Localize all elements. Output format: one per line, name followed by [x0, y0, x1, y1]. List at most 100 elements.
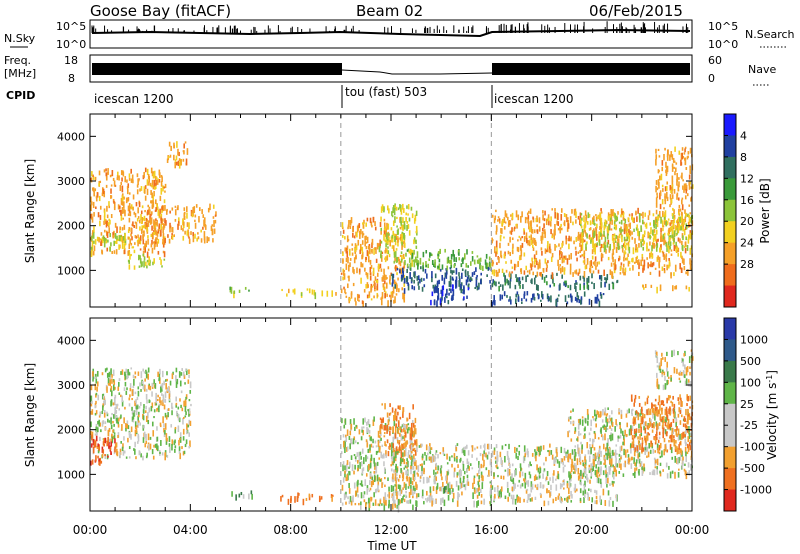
scatter-mark	[342, 461, 345, 466]
scatter-mark	[414, 458, 416, 463]
scatter-mark	[145, 222, 148, 228]
scatter-mark	[151, 239, 153, 245]
scatter-mark	[397, 405, 400, 410]
scatter-mark	[529, 208, 532, 215]
scatter-mark	[600, 499, 602, 506]
scatter-mark	[495, 230, 498, 235]
scatter-mark	[162, 394, 165, 399]
scatter-mark	[604, 464, 607, 468]
scatter-mark	[632, 265, 634, 271]
scatter-mark	[563, 255, 566, 259]
scatter-mark	[187, 229, 189, 235]
scatter-mark	[606, 226, 609, 232]
scatter-mark	[444, 297, 446, 303]
scatter-mark	[598, 261, 600, 265]
scatter-mark	[591, 444, 594, 449]
scatter-mark	[403, 296, 406, 303]
scatter-mark	[120, 440, 122, 444]
scatter-mark	[99, 220, 101, 227]
scatter-mark	[131, 406, 133, 411]
scatter-mark	[673, 166, 675, 169]
scatter-mark	[142, 455, 144, 461]
scatter-mark	[572, 272, 574, 277]
scatter-mark	[637, 228, 639, 233]
scatter-mark	[575, 236, 578, 242]
scatter-mark	[600, 208, 602, 212]
scatter-mark	[155, 237, 157, 242]
scatter-mark	[330, 494, 333, 499]
scatter-mark	[179, 437, 181, 440]
scatter-mark	[96, 381, 99, 387]
scatter-mark	[127, 229, 130, 233]
scatter-mark	[671, 213, 674, 217]
scatter-mark	[138, 411, 140, 416]
scatter-mark	[668, 260, 671, 266]
scatter-mark	[584, 480, 586, 487]
scatter-mark	[133, 378, 135, 386]
scatter-mark	[471, 454, 473, 458]
scatter-mark	[92, 174, 94, 178]
scatter-mark	[354, 490, 357, 497]
scatter-mark	[648, 210, 651, 216]
scatter-mark	[511, 473, 513, 480]
scatter-mark	[626, 242, 628, 246]
scatter-mark	[612, 239, 615, 244]
scatter-mark	[130, 204, 133, 210]
scatter-mark	[381, 444, 384, 448]
scatter-mark	[450, 254, 453, 260]
scatter-mark	[577, 467, 580, 475]
scatter-mark	[508, 443, 510, 450]
scatter-mark	[612, 248, 614, 254]
scatter-mark	[592, 416, 594, 419]
scatter-mark	[102, 405, 104, 411]
scatter-mark	[498, 218, 501, 221]
scatter-mark	[341, 222, 344, 228]
scatter-mark	[611, 281, 614, 284]
scatter-mark	[523, 270, 526, 275]
scatter-mark	[609, 425, 611, 429]
scatter-mark	[147, 209, 149, 216]
scatter-mark	[140, 453, 142, 458]
scatter-mark	[601, 419, 604, 423]
scatter-mark	[588, 234, 591, 239]
scatter-mark	[156, 426, 158, 431]
scatter-mark	[689, 258, 691, 265]
scatter-mark	[603, 245, 606, 253]
scatter-mark	[342, 477, 345, 483]
scatter-mark	[493, 450, 496, 455]
scatter-mark	[631, 231, 633, 235]
scatter-mark	[175, 155, 178, 161]
scatter-mark	[690, 267, 693, 271]
scatter-mark	[658, 256, 661, 263]
scatter-mark	[346, 460, 349, 465]
scatter-mark	[360, 456, 362, 460]
scatter-mark	[589, 220, 592, 226]
scatter-mark	[538, 475, 541, 479]
scatter-mark	[657, 214, 660, 217]
scatter-mark	[171, 439, 174, 446]
scatter-mark	[394, 477, 397, 482]
scatter-mark	[561, 266, 564, 273]
scatter-mark	[133, 265, 136, 270]
scatter-mark	[463, 446, 465, 451]
scatter-mark	[596, 223, 598, 229]
scatter-mark	[528, 269, 531, 275]
scatter-mark	[191, 211, 193, 216]
scatter-mark	[374, 276, 377, 281]
scatter-mark	[489, 262, 492, 269]
scatter-mark	[380, 206, 383, 213]
scatter-mark	[593, 447, 596, 451]
scatter-mark	[529, 474, 532, 479]
scatter-mark	[297, 492, 299, 499]
scatter-mark	[685, 183, 687, 189]
scatter-mark	[179, 452, 182, 460]
scatter-mark	[166, 371, 168, 376]
scatter-mark	[153, 179, 156, 187]
scatter-mark	[136, 396, 139, 401]
scatter-mark	[630, 448, 632, 454]
scatter-mark	[641, 257, 644, 262]
scatter-mark	[152, 194, 154, 201]
scatter-mark	[115, 249, 118, 255]
scatter-mark	[661, 160, 664, 166]
scatter-mark	[344, 292, 347, 295]
